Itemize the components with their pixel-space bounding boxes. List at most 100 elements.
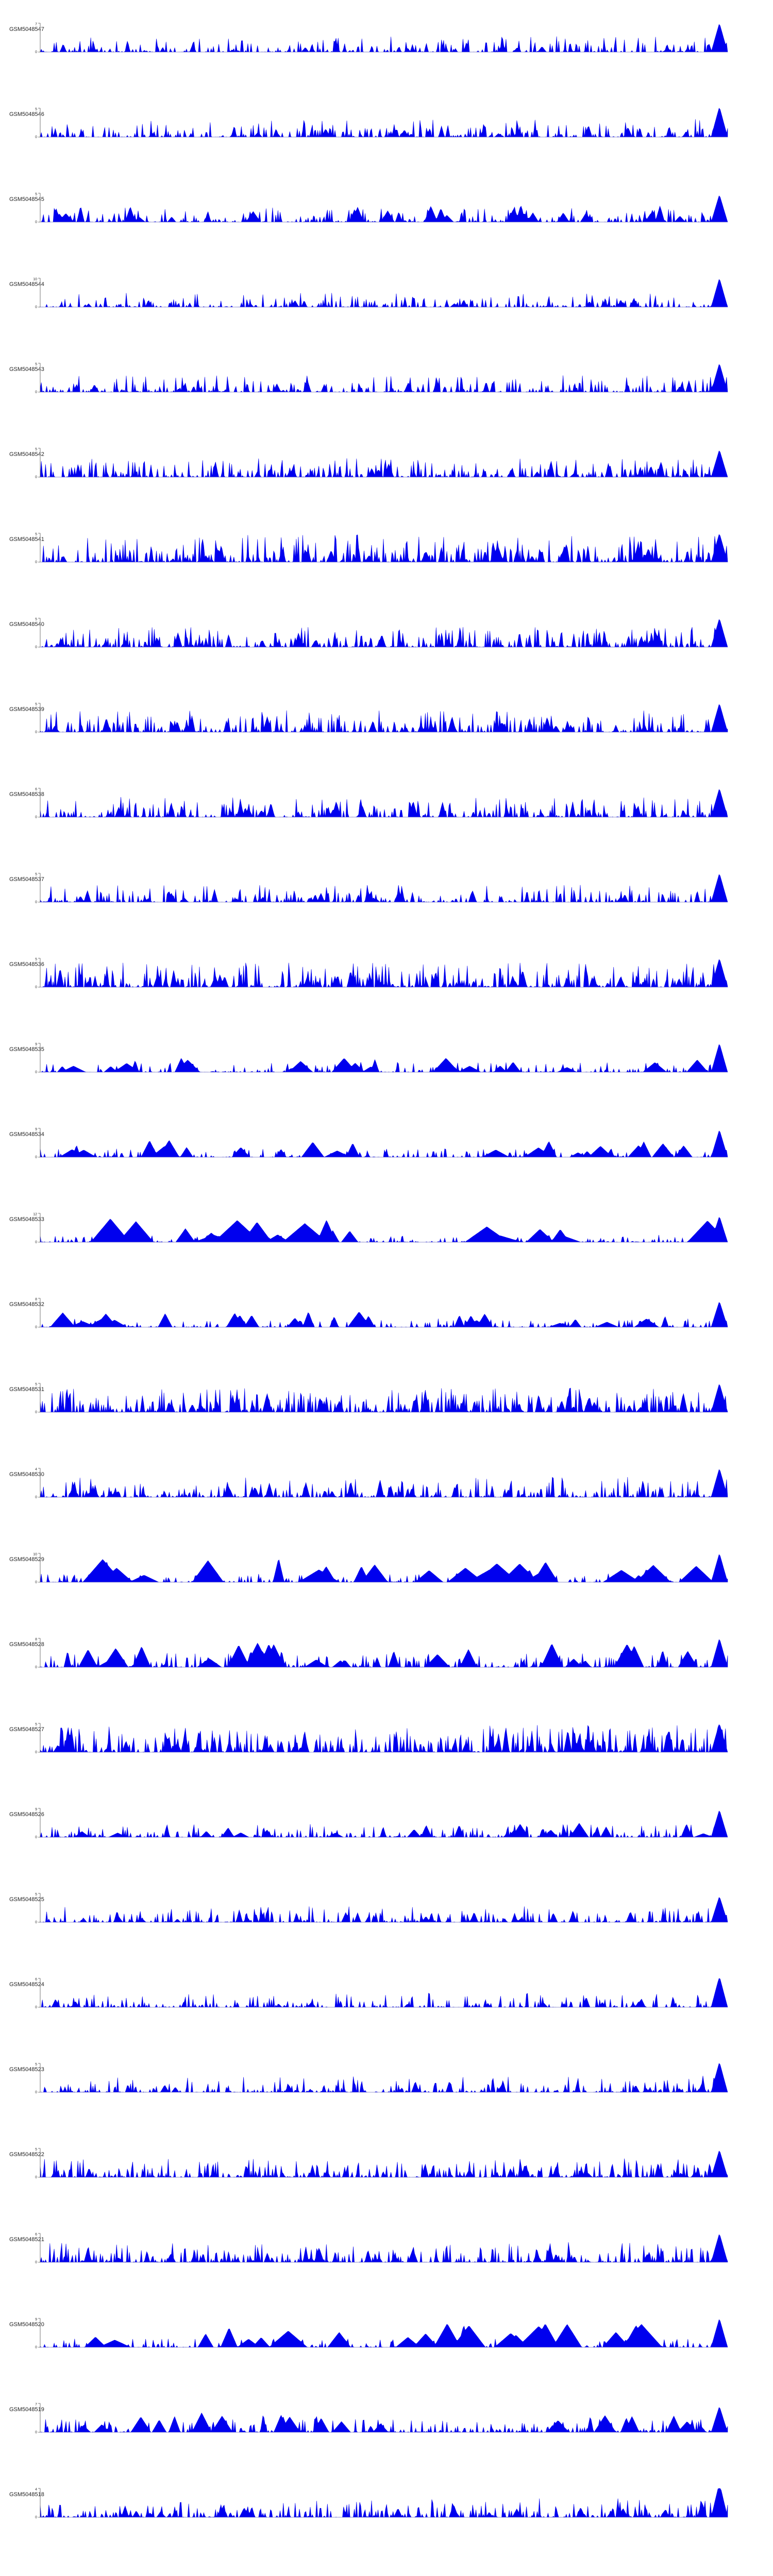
- y-axis-min-label: 0: [35, 1156, 37, 1159]
- track-label: GSM5048536: [9, 961, 44, 968]
- signal-area: [40, 2319, 728, 2348]
- signal-area: [40, 1469, 728, 1498]
- y-axis-max-label: 5: [35, 363, 37, 366]
- signal-area: [40, 1130, 728, 1158]
- signal-area: [40, 874, 728, 903]
- y-axis-min-label: 0: [35, 561, 37, 564]
- track-label: GSM5048527: [9, 1726, 44, 1733]
- y-axis-max-label: 9: [35, 1128, 37, 1131]
- track-plot: 10 0: [33, 278, 728, 309]
- signal-area: [40, 2234, 728, 2263]
- track-label: GSM5048546: [9, 111, 44, 117]
- y-axis-max-label: 10: [33, 278, 37, 281]
- signal-area: [40, 534, 728, 563]
- y-axis-min-label: 0: [35, 1921, 37, 1924]
- y-axis-min-label: 0: [35, 1241, 37, 1244]
- track-plot: 60: [35, 1978, 728, 2009]
- y-axis-max-label: 5: [35, 533, 37, 536]
- signal-area: [40, 2407, 728, 2433]
- y-axis-max-label: 4: [35, 2488, 37, 2492]
- track-label: GSM5048531: [9, 1386, 44, 1393]
- signal-area: [40, 789, 728, 818]
- y-axis-max-label: 9: [35, 1808, 37, 1811]
- signal-area: [40, 1724, 728, 1753]
- track-label: GSM5048520: [9, 2321, 44, 2328]
- track-label: GSM5048543: [9, 366, 44, 372]
- track-plot: 50: [35, 1383, 728, 1414]
- y-axis-max-label: 6: [35, 788, 37, 791]
- track-row: GSM5048542 5 0: [0, 443, 773, 484]
- track-row: GSM5048533 12 0: [0, 1208, 773, 1249]
- signal-area: [40, 1302, 728, 1328]
- y-axis-max-label: 5: [35, 2148, 37, 2151]
- signal-area: [40, 108, 728, 138]
- track-label: GSM5048537: [9, 876, 44, 883]
- y-axis-max-label: 8: [35, 1638, 37, 1641]
- y-axis-min-label: 0: [35, 2006, 37, 2009]
- y-axis-max-label: 5: [35, 448, 37, 451]
- y-axis-min-label: 0: [35, 306, 37, 309]
- y-axis-max-label: 5: [35, 1893, 37, 1896]
- y-axis-max-label: 5: [35, 1383, 37, 1386]
- track-label: GSM5048526: [9, 1811, 44, 1818]
- signal-area: [40, 704, 728, 733]
- signal-area: [40, 1217, 728, 1243]
- y-axis-min-label: 0: [35, 1326, 37, 1329]
- track-plot: 10 0: [33, 1553, 728, 1584]
- track-row: GSM5048518 4 0: [0, 2483, 773, 2524]
- track-plot: 50: [35, 363, 728, 394]
- signal-area: [40, 2150, 728, 2178]
- y-axis-min-label: 0: [35, 2516, 37, 2519]
- y-axis-min-label: 0: [35, 901, 37, 904]
- track-label: GSM5048529: [9, 1556, 44, 1563]
- signal-area: [40, 24, 728, 53]
- signal-area: [40, 195, 728, 223]
- y-axis-min-label: 0: [35, 816, 37, 819]
- track-plot: 80: [35, 1298, 728, 1329]
- y-axis-max-label: 5: [35, 193, 37, 196]
- track-row: GSM5048528 8 0: [0, 1633, 773, 1674]
- y-axis-max-label: 5: [35, 1723, 37, 1726]
- track-label: GSM5048518: [9, 2492, 44, 2498]
- track-plot: 70: [35, 2403, 728, 2434]
- y-axis-max-label: 4: [35, 1468, 37, 1471]
- track-label: GSM5048521: [9, 2236, 44, 2243]
- y-axis-max-label: 5: [35, 873, 37, 876]
- track-label: GSM5048547: [9, 26, 44, 32]
- track-plot: 50: [35, 2148, 728, 2179]
- track-label: GSM5048540: [9, 621, 44, 628]
- y-axis-min-label: 0: [35, 1071, 37, 1074]
- signal-area: [40, 619, 728, 648]
- signal-area: [40, 1554, 728, 1583]
- y-axis-min-label: 0: [35, 476, 37, 479]
- track-label: GSM5048542: [9, 451, 44, 457]
- y-axis-min-label: 0: [35, 1666, 37, 1669]
- track-plot: 60: [35, 2233, 728, 2264]
- track-label: GSM5048539: [9, 706, 44, 713]
- y-axis-min-label: 0: [35, 986, 37, 989]
- signal-area: [40, 959, 728, 988]
- track-plot: 70: [35, 23, 728, 54]
- y-axis-min-label: 0: [35, 731, 37, 734]
- track-plot: 50: [35, 958, 728, 989]
- y-axis-min-label: 0: [35, 646, 37, 649]
- track-label: GSM5048525: [9, 1896, 44, 1903]
- track-plot: 90: [35, 1128, 728, 1159]
- y-axis-min-label: 0: [35, 2091, 37, 2094]
- track-plot: 50: [35, 2063, 728, 2094]
- track-label: GSM5048544: [9, 281, 44, 287]
- signal-area: [40, 450, 728, 478]
- track-label: GSM5048523: [9, 2066, 44, 2073]
- track-label: GSM5048532: [9, 1301, 44, 1308]
- track-label: GSM5048528: [9, 1641, 44, 1648]
